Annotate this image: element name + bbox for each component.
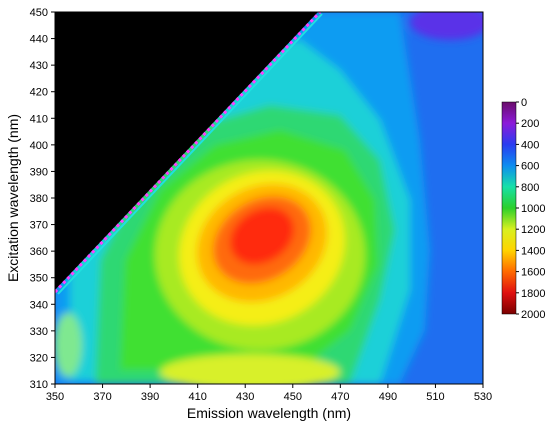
colorbar: 0 200 400 600 800 1000 1200 1400 1600 1800 2000: [501, 97, 545, 321]
x-tick-label: 410: [188, 391, 206, 403]
y-tick-label: 410: [30, 113, 48, 125]
y-tick-label: 430: [30, 60, 48, 72]
x-tick-label: 470: [331, 391, 349, 403]
y-tick-label: 450: [30, 7, 48, 19]
x-tick-label: 370: [93, 391, 111, 403]
colorbar-label: 1000: [521, 203, 545, 215]
colorbar-label: 800: [521, 182, 539, 194]
bottom-green-lobe: [160, 354, 340, 384]
heatmap-field: [55, 12, 483, 384]
intensity-1250-peak: [230, 207, 294, 265]
colorbar-label: 1800: [521, 288, 545, 300]
x-tick-label: 490: [379, 391, 397, 403]
x-tick-label: 450: [284, 391, 302, 403]
colorbar-label: 200: [521, 118, 539, 130]
y-tick-label: 420: [30, 87, 48, 99]
colorbar-label: 400: [521, 139, 539, 151]
colorbar-gradient: [501, 101, 517, 315]
y-tick-label: 440: [30, 34, 48, 46]
x-tick-label: 430: [236, 391, 254, 403]
colorbar-label: 1600: [521, 267, 545, 279]
x-tick-label: 510: [426, 391, 444, 403]
x-axis-title: Emission wavelength (nm): [187, 405, 351, 421]
y-tick-label: 390: [30, 166, 48, 178]
y-tick-label: 310: [30, 379, 48, 391]
colorbar-label: 0: [521, 97, 527, 109]
colorbar-labels: 0 200 400 600 800 1000 1200 1400 1600 1800 2000: [516, 97, 545, 321]
colorbar-label: 1400: [521, 245, 545, 257]
colorbar-label: 600: [521, 161, 539, 173]
y-axis-title: Excitation wavelength (nm): [5, 114, 21, 282]
y-tick-label: 350: [30, 273, 48, 285]
top-right-purple-spot: [410, 12, 483, 40]
left-bottom-cyan-spot: [55, 313, 82, 377]
y-tick-label: 400: [30, 140, 48, 152]
colorbar-label: 1200: [521, 224, 545, 236]
y-tick-label: 360: [30, 246, 48, 258]
scatter-edge-line: [55, 12, 322, 294]
x-axis: 350 370 390 410 430 450 470 490 510 530: [46, 384, 492, 403]
x-tick-label: 350: [46, 391, 64, 403]
y-tick-label: 330: [30, 326, 48, 338]
x-tick-label: 390: [141, 391, 159, 403]
y-axis: 310 320 330 340 350 360 370 380 390 400 410 420 430 4…: [30, 7, 55, 391]
y-tick-label: 320: [30, 352, 48, 364]
y-tick-label: 380: [30, 193, 48, 205]
colorbar-label: 2000: [521, 309, 545, 321]
x-tick-label: 530: [474, 391, 492, 403]
y-tick-label: 340: [30, 299, 48, 311]
scatter-edge-line-2: [57, 13, 323, 295]
y-tick-label: 370: [30, 220, 48, 232]
